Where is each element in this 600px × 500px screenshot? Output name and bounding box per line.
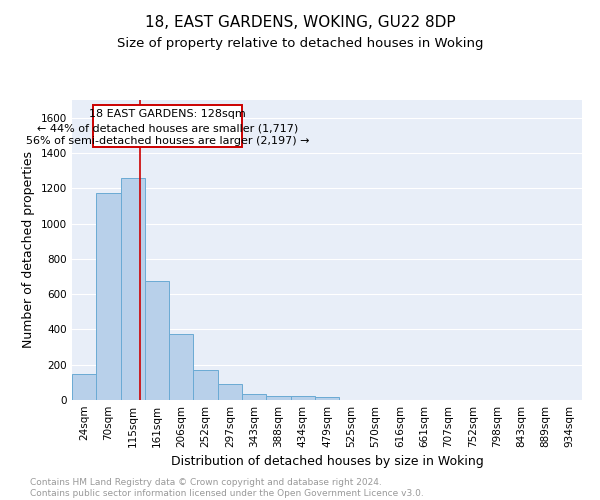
- FancyBboxPatch shape: [94, 106, 242, 147]
- Bar: [218, 384, 242, 400]
- Bar: [145, 281, 169, 400]
- Text: 18, EAST GARDENS, WOKING, GU22 8DP: 18, EAST GARDENS, WOKING, GU22 8DP: [145, 15, 455, 30]
- Bar: [121, 178, 145, 400]
- Bar: [290, 396, 315, 400]
- Text: Contains HM Land Registry data © Crown copyright and database right 2024.
Contai: Contains HM Land Registry data © Crown c…: [30, 478, 424, 498]
- Bar: [193, 370, 218, 400]
- X-axis label: Distribution of detached houses by size in Woking: Distribution of detached houses by size …: [170, 456, 484, 468]
- Text: 56% of semi-detached houses are larger (2,197) →: 56% of semi-detached houses are larger (…: [26, 136, 309, 146]
- Text: 18 EAST GARDENS: 128sqm: 18 EAST GARDENS: 128sqm: [89, 110, 246, 120]
- Bar: [242, 394, 266, 400]
- Y-axis label: Number of detached properties: Number of detached properties: [22, 152, 35, 348]
- Text: Size of property relative to detached houses in Woking: Size of property relative to detached ho…: [117, 38, 483, 51]
- Bar: [315, 398, 339, 400]
- Bar: [266, 396, 290, 400]
- Bar: [96, 192, 121, 400]
- Bar: [72, 374, 96, 400]
- Bar: [169, 334, 193, 400]
- Text: ← 44% of detached houses are smaller (1,717): ← 44% of detached houses are smaller (1,…: [37, 123, 298, 133]
